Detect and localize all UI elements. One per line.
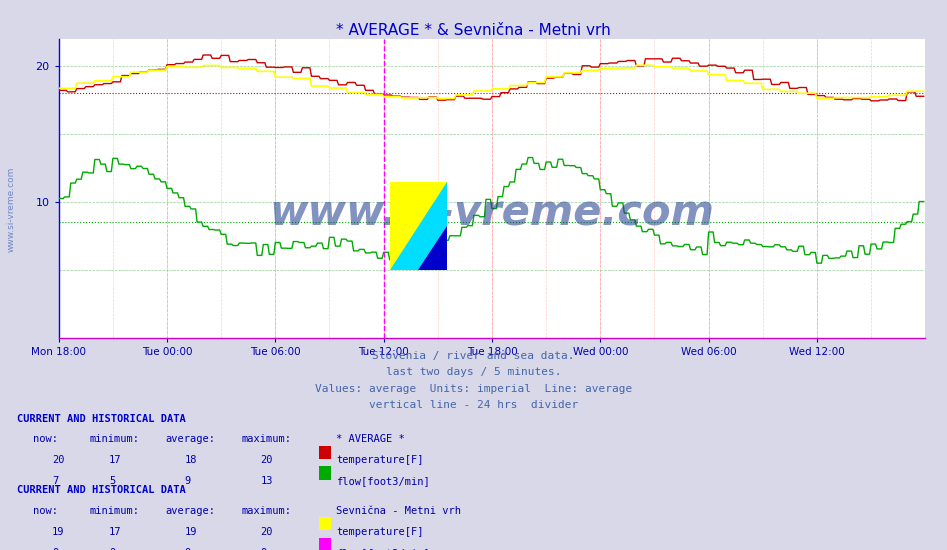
Text: 0: 0 xyxy=(109,548,116,550)
Text: CURRENT AND HISTORICAL DATA: CURRENT AND HISTORICAL DATA xyxy=(17,485,186,495)
Text: now:: now: xyxy=(33,506,58,516)
Text: 9: 9 xyxy=(185,476,191,486)
Text: www.si-vreme.com: www.si-vreme.com xyxy=(7,166,16,252)
Text: flow[foot3/min]: flow[foot3/min] xyxy=(336,476,430,486)
Text: vertical line - 24 hrs  divider: vertical line - 24 hrs divider xyxy=(369,400,578,410)
Text: 20: 20 xyxy=(260,455,273,465)
Text: www.si-vreme.com: www.si-vreme.com xyxy=(270,191,714,233)
Text: now:: now: xyxy=(33,434,58,444)
Text: Slovenia / river and sea data.: Slovenia / river and sea data. xyxy=(372,351,575,361)
Text: 20: 20 xyxy=(260,527,273,537)
Text: 0: 0 xyxy=(260,548,267,550)
Text: 18: 18 xyxy=(185,455,197,465)
Text: minimum:: minimum: xyxy=(90,506,140,516)
Text: CURRENT AND HISTORICAL DATA: CURRENT AND HISTORICAL DATA xyxy=(17,414,186,424)
Text: * AVERAGE * & Sevnična - Metni vrh: * AVERAGE * & Sevnična - Metni vrh xyxy=(336,23,611,38)
Text: 17: 17 xyxy=(109,527,121,537)
Text: 0: 0 xyxy=(52,548,59,550)
Text: Values: average  Units: imperial  Line: average: Values: average Units: imperial Line: av… xyxy=(314,384,633,394)
Text: 0: 0 xyxy=(185,548,191,550)
Text: 19: 19 xyxy=(185,527,197,537)
Polygon shape xyxy=(389,182,447,270)
Text: average:: average: xyxy=(166,434,216,444)
Text: temperature[F]: temperature[F] xyxy=(336,455,423,465)
Polygon shape xyxy=(419,226,447,270)
Text: minimum:: minimum: xyxy=(90,434,140,444)
Text: maximum:: maximum: xyxy=(241,506,292,516)
Text: * AVERAGE *: * AVERAGE * xyxy=(336,434,405,444)
Text: maximum:: maximum: xyxy=(241,434,292,444)
Text: 20: 20 xyxy=(52,455,64,465)
Text: Sevnična - Metni vrh: Sevnična - Metni vrh xyxy=(336,506,461,516)
Text: 19: 19 xyxy=(52,527,64,537)
Text: 13: 13 xyxy=(260,476,273,486)
Text: last two days / 5 minutes.: last two days / 5 minutes. xyxy=(385,367,562,377)
Text: 7: 7 xyxy=(52,476,59,486)
Text: 17: 17 xyxy=(109,455,121,465)
Text: temperature[F]: temperature[F] xyxy=(336,527,423,537)
Text: 5: 5 xyxy=(109,476,116,486)
Polygon shape xyxy=(389,182,447,270)
Text: average:: average: xyxy=(166,506,216,516)
Text: flow[foot3/min]: flow[foot3/min] xyxy=(336,548,430,550)
